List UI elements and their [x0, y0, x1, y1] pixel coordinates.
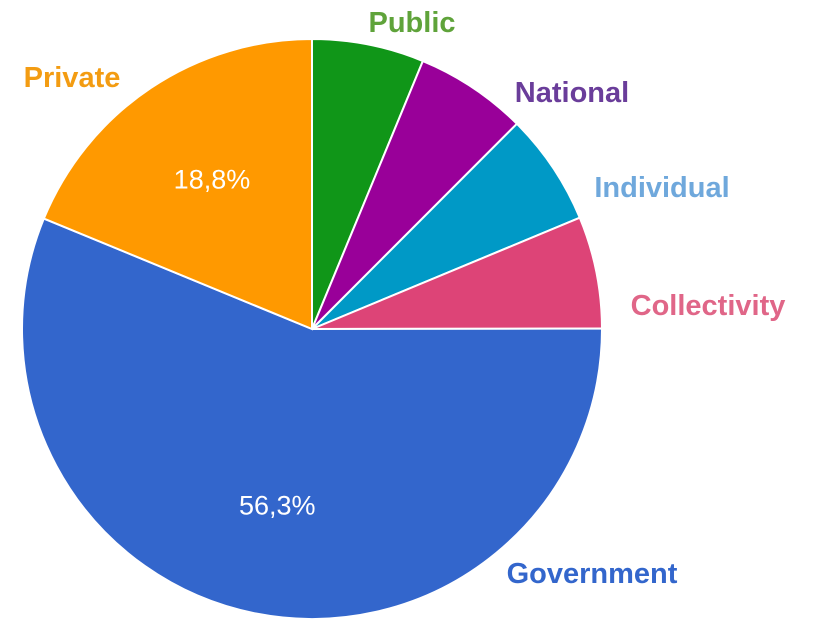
slice-label-government: Government	[507, 558, 678, 590]
pie-slice-private	[42, 37, 313, 331]
pie-slice-government	[21, 217, 604, 620]
pie-slice-individual	[311, 122, 582, 330]
pie-slice-public	[311, 37, 425, 330]
data-label-private: 18,8%	[174, 165, 251, 195]
pie-slice-national	[311, 59, 519, 330]
slice-label-individual: Individual	[594, 172, 729, 204]
pie-slice-collectivity	[311, 216, 604, 330]
pie-slice-labels: Public National Individual Collectivity Gove…	[24, 7, 786, 590]
data-label-government: 56,3%	[239, 490, 316, 520]
slice-label-private: Private	[24, 62, 121, 94]
pie-slices	[21, 37, 604, 620]
pie-data-labels: 56,3% 18,8%	[174, 165, 316, 521]
slice-label-public: Public	[368, 7, 455, 39]
slice-label-collectivity: Collectivity	[631, 290, 786, 322]
slice-label-national: National	[515, 77, 629, 109]
